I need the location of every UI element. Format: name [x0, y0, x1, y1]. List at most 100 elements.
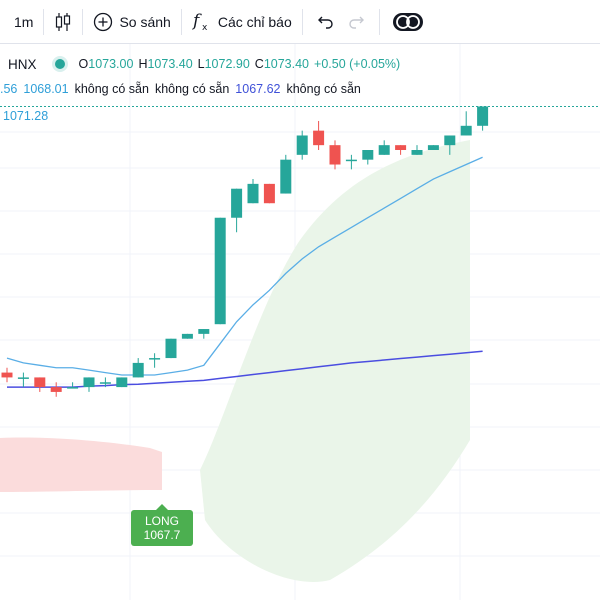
- candle-body: [411, 150, 423, 155]
- position-price: 1067.7: [143, 528, 181, 542]
- candle-body: [181, 333, 193, 339]
- close-label: C: [254, 57, 264, 71]
- candle-body: [247, 183, 259, 204]
- candle-body: [34, 377, 46, 388]
- candle-body: [116, 377, 128, 388]
- candle-body: [83, 377, 95, 388]
- open-label: O: [78, 57, 89, 71]
- candlestick-icon: [54, 11, 72, 33]
- candle-body: [198, 329, 210, 334]
- candle: [378, 140, 390, 155]
- svg-text:f: f: [192, 11, 202, 31]
- candle: [231, 188, 243, 233]
- top-toolbar: 1m So sánh f x: [0, 0, 600, 44]
- indicator-value: 1068.01: [23, 82, 69, 96]
- candle-body: [231, 188, 243, 218]
- candle-body: [263, 183, 275, 204]
- high-label: H: [138, 57, 148, 71]
- candle: [411, 145, 423, 155]
- indicator-na: không có sẵn: [286, 82, 361, 96]
- candle: [149, 353, 161, 368]
- candle-body: [1, 372, 13, 378]
- ohlc-legend: HNX O 1073.00 H 1073.40 L 1072.90 C 1073.40 …: [0, 54, 405, 74]
- band-fill-lower: [0, 437, 162, 492]
- indicator-legend-row-2: 1071.28: [0, 107, 48, 125]
- candle: [280, 154, 292, 194]
- toolbar-separator: [378, 8, 380, 35]
- candle: [67, 382, 79, 389]
- candle: [17, 372, 29, 388]
- fx-icon: f x: [192, 11, 212, 33]
- indicator-value: .56: [0, 82, 18, 96]
- candle: [132, 358, 144, 378]
- indicator-na: không có sẵn: [74, 82, 149, 96]
- indicator-value: 1067.62: [235, 82, 281, 96]
- indicators-label: Các chỉ báo: [217, 13, 292, 30]
- interval-label: 1m: [14, 13, 34, 30]
- low-value: 1072.90: [204, 57, 250, 71]
- indicators-button[interactable]: f x Các chỉ báo: [182, 0, 302, 44]
- candle-body: [17, 377, 29, 379]
- candle-body: [149, 358, 161, 360]
- candle: [362, 150, 374, 165]
- candle: [116, 377, 128, 388]
- candle: [1, 367, 13, 383]
- indicator-value: 1071.28: [3, 109, 49, 123]
- candle: [165, 338, 177, 359]
- candle: [313, 120, 325, 150]
- candle: [83, 377, 95, 392]
- toolbar-separator: [43, 8, 45, 35]
- compare-button[interactable]: So sánh: [83, 0, 180, 44]
- position-side: LONG: [144, 514, 179, 528]
- double-circle-icon: [392, 11, 424, 33]
- candle: [34, 377, 46, 392]
- candle-body: [214, 217, 226, 325]
- toggle-button[interactable]: [380, 0, 436, 44]
- candle-body: [329, 145, 341, 165]
- chart-type-button[interactable]: [44, 0, 82, 44]
- candle: [99, 377, 111, 388]
- candle-body: [296, 135, 308, 155]
- candle: [296, 130, 308, 160]
- candle: [181, 333, 193, 339]
- low-label: L: [197, 57, 205, 71]
- candle: [477, 106, 489, 131]
- open-value: 1073.00: [88, 57, 134, 71]
- compare-label: So sánh: [119, 13, 171, 30]
- candle: [214, 217, 226, 325]
- candle-body: [444, 135, 456, 146]
- candle: [395, 145, 407, 155]
- indicator-legend-row: .56 1068.01 không có sẵn không có sẵn 10…: [0, 80, 367, 98]
- candle-body: [313, 130, 325, 146]
- candle-body: [165, 338, 177, 359]
- plus-circle-icon: [93, 12, 113, 32]
- redo-icon: [347, 13, 365, 31]
- toolbar-separator: [82, 8, 84, 35]
- candle: [247, 179, 259, 204]
- candle-body: [427, 145, 439, 150]
- svg-text:x: x: [202, 23, 208, 33]
- candle-body: [362, 150, 374, 160]
- redo-button[interactable]: [341, 0, 379, 44]
- band-fill-upper: [200, 140, 470, 582]
- candle-body: [378, 145, 390, 155]
- indicator-na: không có sẵn: [154, 82, 230, 96]
- candle-body: [132, 362, 144, 378]
- interval-button[interactable]: 1m: [0, 0, 43, 44]
- change-value: +0.50 (+0.05%): [314, 57, 401, 71]
- candle: [460, 111, 472, 136]
- toolbar-separator: [180, 8, 182, 35]
- symbol-name[interactable]: HNX: [8, 56, 37, 72]
- long-position-badge[interactable]: LONG 1067.7: [131, 504, 193, 546]
- candle: [198, 329, 210, 339]
- high-value: 1073.40: [147, 57, 193, 71]
- close-value: 1073.40: [263, 57, 310, 71]
- undo-button[interactable]: [303, 0, 341, 44]
- candle-body: [280, 159, 292, 194]
- toolbar-separator: [301, 8, 303, 35]
- candle-body: [50, 387, 62, 392]
- candle: [444, 135, 456, 155]
- market-status-dot: [54, 59, 65, 69]
- candles-group: [1, 106, 489, 397]
